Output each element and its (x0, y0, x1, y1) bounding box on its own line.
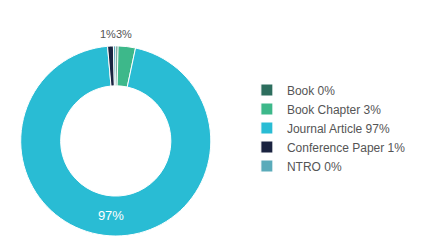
svg-text:Book Chapter 3%: Book Chapter 3% (287, 103, 381, 117)
svg-text:97%: 97% (98, 208, 124, 223)
svg-text:Journal Article 97%: Journal Article 97% (287, 122, 390, 136)
svg-text:Book 0%: Book 0% (287, 84, 335, 98)
svg-text:1%3%: 1%3% (100, 28, 132, 40)
svg-text:NTRO 0%: NTRO 0% (287, 160, 342, 174)
svg-text:Conference Paper 1%: Conference Paper 1% (287, 141, 405, 155)
